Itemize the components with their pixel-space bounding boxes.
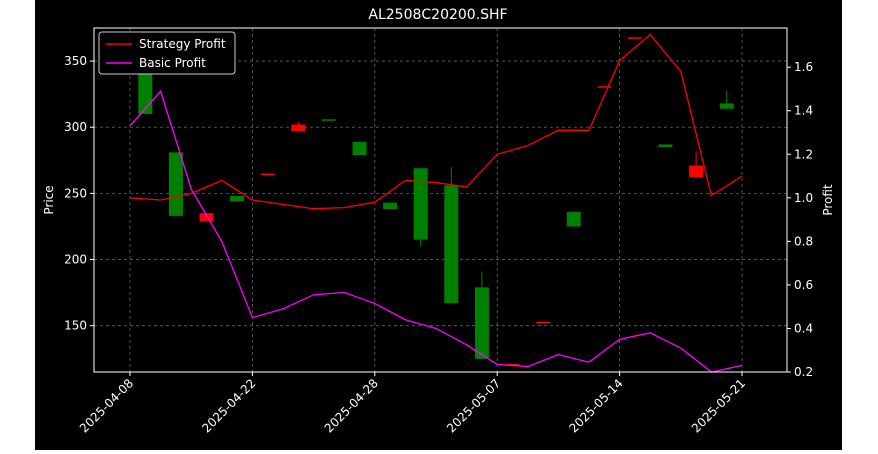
x-tick-label: 2025-04-28 [322, 376, 381, 435]
y-tick-label-right: 1.2 [794, 147, 813, 161]
candle-body [444, 185, 459, 304]
candle-body [260, 173, 275, 176]
candle-body [199, 213, 214, 222]
series-line-strategy-profit [129, 33, 743, 210]
series-line-basic-profit [129, 89, 743, 373]
candlesticks [138, 37, 734, 366]
legend-label-strategy: Strategy Profit [139, 37, 226, 51]
y-axis-right: 0.2 0.4 0.6 0.8 1.0 1.2 1.4 1.6 [787, 60, 813, 379]
candle-body [505, 364, 520, 366]
x-axis: 2025-04-08 2025-04-22 2025-04-28 2025-05-07… [77, 372, 748, 435]
x-tick-label: 2025-05-07 [444, 376, 503, 435]
candle-body [719, 103, 734, 109]
candle-body [689, 165, 704, 178]
legend-label-basic: Basic Profit [139, 56, 206, 70]
candle-body [321, 119, 336, 121]
candle-body [566, 211, 581, 227]
y-tick-label-left: 200 [64, 253, 87, 267]
y-tick-label-right: 0.2 [794, 365, 813, 379]
candle-body [230, 196, 245, 202]
y-tick-label-right: 0.6 [794, 278, 813, 292]
candle-body [627, 37, 642, 39]
y-axis-left: 150 200 250 300 350 [64, 54, 94, 333]
y-tick-label-left: 350 [64, 54, 87, 68]
candle-body [352, 141, 367, 156]
candle-body [597, 86, 612, 88]
y-tick-label-right: 1.6 [794, 60, 813, 74]
candle-body [413, 168, 428, 240]
y-tick-label-left: 250 [64, 186, 87, 200]
y-tick-label-right: 1.4 [794, 104, 813, 118]
x-tick-label: 2025-04-22 [199, 376, 258, 435]
candle-body [383, 202, 398, 210]
candle-body [536, 321, 551, 324]
candle-body [474, 287, 489, 359]
chart-title: AL2508C20200.SHF [368, 7, 507, 23]
x-tick-label: 2025-04-08 [77, 376, 136, 435]
y-axis-label-right: Profit [821, 184, 835, 216]
chart-figure: AL2508C20200.SHF 150 200 250 300 350 0.2 0.4 0… [35, 0, 842, 450]
y-tick-label-right: 0.4 [794, 321, 813, 335]
candle-body [168, 152, 183, 216]
y-tick-label-left: 300 [64, 120, 87, 134]
legend-box [98, 31, 236, 75]
y-axis-label-left: Price [42, 185, 56, 214]
y-tick-label-right: 1.0 [794, 191, 813, 205]
plot-frame [93, 27, 788, 373]
y-tick-label-right: 0.8 [794, 234, 813, 248]
candle-body [658, 144, 673, 148]
profit-lines [129, 33, 743, 373]
candle-body [291, 124, 306, 132]
y-tick-label-left: 150 [64, 319, 87, 333]
x-tick-label: 2025-05-21 [689, 376, 748, 435]
legend: Strategy Profit Basic Profit [98, 31, 236, 75]
x-tick-label: 2025-05-14 [567, 376, 626, 435]
